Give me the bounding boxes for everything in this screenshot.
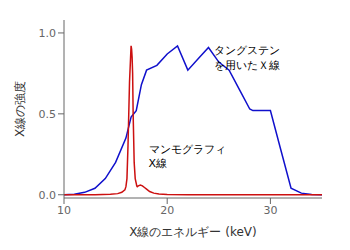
svg-text:X線: X線 — [149, 157, 168, 170]
svg-text:X線のエネルギー (keV): X線のエネルギー (keV) — [129, 225, 257, 239]
svg-text:0.5: 0.5 — [39, 108, 57, 121]
svg-text:30: 30 — [263, 204, 277, 217]
svg-text:X線の強度: X線の強度 — [13, 81, 27, 137]
svg-text:20: 20 — [160, 204, 174, 217]
svg-text:マンモグラフィ: マンモグラフィ — [149, 143, 226, 156]
svg-text:1.0: 1.0 — [39, 27, 57, 40]
svg-text:10: 10 — [57, 204, 71, 217]
svg-text:を用いたＸ線: を用いたＸ線 — [214, 59, 280, 72]
svg-text:0.0: 0.0 — [39, 189, 57, 202]
svg-text:タングステン: タングステン — [214, 44, 280, 57]
